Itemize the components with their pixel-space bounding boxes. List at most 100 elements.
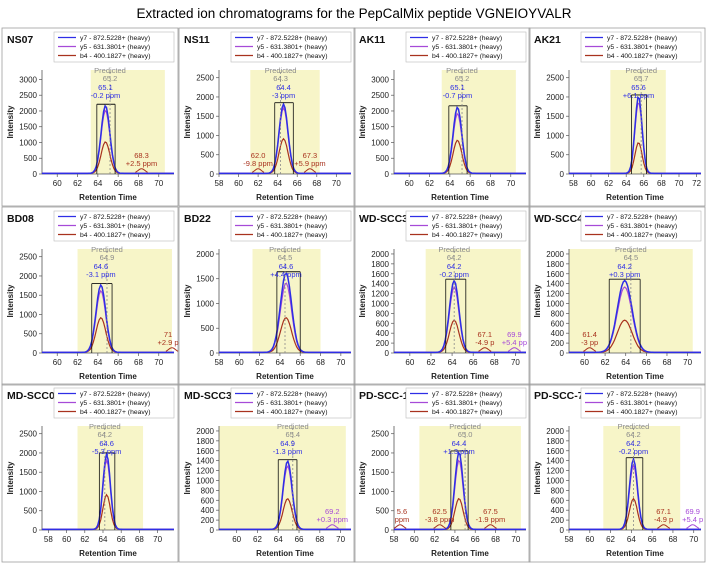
integration-window <box>603 426 681 530</box>
y-tick-label: 0 <box>33 170 38 179</box>
y-tick-label: 600 <box>376 319 390 328</box>
legend-entry: y7 - 872.5228+ (heavy) <box>257 35 327 42</box>
panel-frame <box>178 383 356 563</box>
note-rt: 67.3 <box>303 151 318 160</box>
x-tick-label: 70 <box>689 535 698 544</box>
predicted-label: Predicted <box>625 66 657 75</box>
x-tick-label: 60 <box>405 358 414 367</box>
panel-frame <box>1 383 179 563</box>
y-tick-label: 200 <box>376 339 390 348</box>
x-tick-label: 60 <box>234 179 243 188</box>
y-tick-label: 1600 <box>546 447 564 456</box>
x-tick-label: 66 <box>471 535 480 544</box>
y-tick-label: 1500 <box>371 123 389 132</box>
minor-peak <box>135 168 148 173</box>
x-tick-label: 68 <box>316 358 325 367</box>
x-tick-label: 70 <box>332 179 341 188</box>
note-ppm: +2.5 ppm <box>126 159 157 168</box>
y-tick-label: 1400 <box>196 457 214 466</box>
y-tick-label: 800 <box>551 309 565 318</box>
x-axis-label: Retention Time <box>256 193 314 202</box>
x-tick-label: 60 <box>587 179 596 188</box>
y-tick-label: 800 <box>551 486 565 495</box>
y-tick-label: 0 <box>33 349 38 358</box>
y-tick-label: 2000 <box>196 250 214 259</box>
y-tick-label: 1200 <box>371 290 389 299</box>
panel-label: NS07 <box>7 34 33 46</box>
predicted-rt: 65.2 <box>103 74 118 83</box>
legend-entry: y5 - 631.3801+ (heavy) <box>607 400 677 407</box>
y-tick-label: 3000 <box>371 75 389 84</box>
x-tick-label: 68 <box>135 535 144 544</box>
legend-entry: y5 - 631.3801+ (heavy) <box>80 400 150 407</box>
x-tick-label: 58 <box>390 535 399 544</box>
y-tick-label: 2000 <box>371 107 389 116</box>
x-tick-label: 64 <box>93 179 102 188</box>
legend-entry: b4 - 400.1827+ (heavy) <box>432 232 502 239</box>
legend-entry: y7 - 872.5228+ (heavy) <box>257 214 327 221</box>
y-tick-label: 1500 <box>196 112 214 121</box>
note-rt: 71 <box>164 330 172 339</box>
peak-rt: 64.4 <box>276 83 291 92</box>
predicted-label: Predicted <box>269 245 301 254</box>
y-tick-label: 2500 <box>371 430 389 439</box>
y-tick-label: 200 <box>201 516 215 525</box>
note-ppm: -1.9 ppm <box>476 515 506 524</box>
x-tick-label: 64 <box>275 358 284 367</box>
y-tick-label: 2500 <box>546 74 564 83</box>
peak-ppm: -0.2 ppm <box>619 447 649 456</box>
predicted-label: Predicted <box>449 422 481 431</box>
peak-rt: 64.2 <box>626 439 641 448</box>
x-tick-label: 68 <box>490 358 499 367</box>
y-tick-label: 200 <box>551 516 565 525</box>
y-tick-label: 2500 <box>19 253 37 262</box>
x-tick-label: 60 <box>405 179 414 188</box>
x-tick-label: 62 <box>601 358 610 367</box>
legend-entry: b4 - 400.1827+ (heavy) <box>257 232 327 239</box>
legend-entry: y5 - 631.3801+ (heavy) <box>432 44 502 51</box>
peak-rt: 64.2 <box>447 262 462 271</box>
peak-ppm: +6.1 ppm <box>623 91 654 100</box>
y-tick-label: 1800 <box>371 260 389 269</box>
y-tick-label: 1000 <box>546 131 564 140</box>
legend-entry: y7 - 872.5228+ (heavy) <box>432 35 502 42</box>
y-tick-label: 500 <box>24 507 38 516</box>
y-tick-label: 1000 <box>371 299 389 308</box>
y-tick-label: 400 <box>201 506 215 515</box>
x-tick-label: 68 <box>134 358 143 367</box>
predicted-label: Predicted <box>277 422 309 431</box>
legend-entry: y5 - 631.3801+ (heavy) <box>257 44 327 51</box>
x-axis-label: Retention Time <box>431 549 489 558</box>
trace-y7 <box>219 272 351 354</box>
panel-frame <box>528 27 706 207</box>
peak-rt: 65.1 <box>98 83 113 92</box>
x-tick-label: 60 <box>53 179 62 188</box>
predicted-rt: 64.2 <box>447 253 462 262</box>
y-axis-label: Intensity <box>6 105 15 138</box>
x-axis-label: Retention Time <box>256 372 314 381</box>
minor-peak <box>325 524 339 529</box>
x-tick-label: 64 <box>448 358 457 367</box>
x-tick-label: 66 <box>114 358 123 367</box>
y-tick-label: 1500 <box>19 291 37 300</box>
y-tick-label: 2000 <box>546 427 564 436</box>
predicted-rt: 65.2 <box>455 74 470 83</box>
x-tick-label: 62 <box>255 358 264 367</box>
x-tick-label: 60 <box>53 358 62 367</box>
y-axis-label: Intensity <box>533 461 542 494</box>
peak-rt: 64.6 <box>99 439 114 448</box>
x-tick-label: 60 <box>62 535 71 544</box>
minor-peak <box>251 168 265 173</box>
x-tick-label: 58 <box>565 535 574 544</box>
x-tick-label: 66 <box>469 358 478 367</box>
trace-y7 <box>394 451 526 531</box>
y-tick-label: 500 <box>551 151 565 160</box>
note-rt: 69.9 <box>507 330 522 339</box>
y-tick-label: 1800 <box>196 437 214 446</box>
y-tick-label: 1000 <box>19 310 37 319</box>
x-tick-label: 64 <box>273 179 282 188</box>
legend-entry: y7 - 872.5228+ (heavy) <box>80 35 150 42</box>
y-tick-label: 1000 <box>546 299 564 308</box>
panel-wd-scc45: WD-SCC45 02004006008001000120014001600180… <box>528 206 706 386</box>
integration-window <box>250 70 320 174</box>
